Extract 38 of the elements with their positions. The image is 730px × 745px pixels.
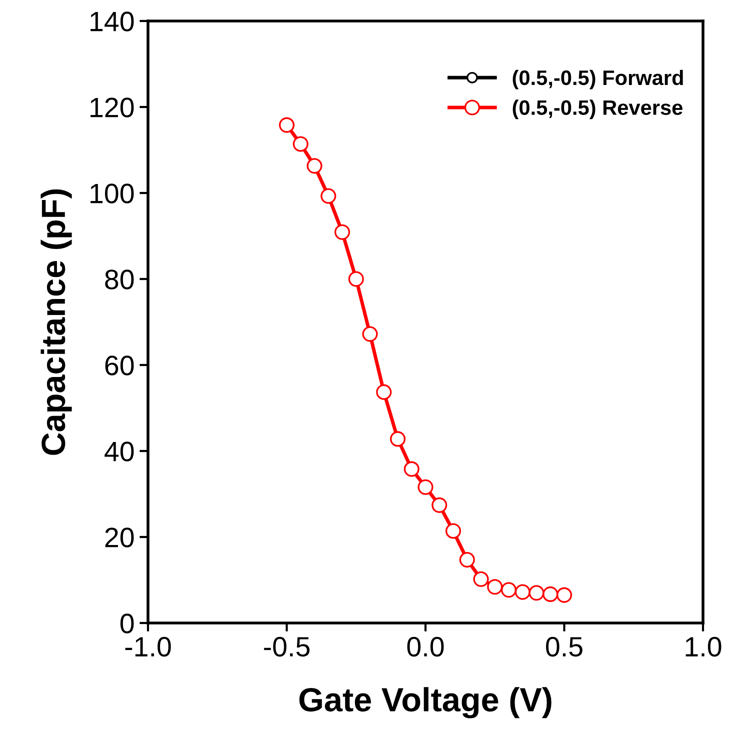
point: [528, 585, 544, 601]
point: [306, 158, 322, 174]
point: [334, 224, 350, 240]
point: [459, 552, 475, 568]
x-tick-label: -1.0: [125, 636, 171, 657]
y-tick-label: 120: [90, 98, 134, 118]
x-tick-label: 0.0: [407, 636, 444, 657]
y-tick-label: 40: [104, 442, 134, 462]
point: [432, 497, 448, 513]
point: [556, 587, 572, 603]
point: [418, 479, 434, 495]
legend-label: (0.5,-0.5) Reverse: [512, 100, 682, 120]
point: [292, 136, 308, 152]
x-tick-label: 1.0: [686, 636, 722, 657]
y-tick-label: 140: [90, 12, 134, 32]
point: [542, 586, 558, 602]
y-tick-label: 100: [90, 184, 134, 204]
y-tick-label: 80: [105, 270, 134, 290]
x-axis-title: Gate Voltage (V): [299, 687, 552, 718]
point: [473, 571, 489, 587]
point: [278, 117, 295, 133]
point: [348, 271, 364, 287]
point: [487, 579, 503, 595]
legend-label: (0.5,-0.5) Forward: [512, 70, 683, 90]
point: [376, 384, 392, 400]
y-tick-label: 20: [105, 528, 134, 548]
x-tick-label: 0.5: [546, 636, 582, 657]
y-tick-label: 60: [105, 356, 134, 376]
point: [445, 523, 462, 539]
point: [500, 582, 517, 598]
point: [390, 431, 406, 447]
y-axis-title: Capacitance (pF): [40, 189, 72, 455]
point: [320, 188, 336, 204]
point: [404, 461, 420, 477]
point: [514, 584, 530, 600]
point: [362, 326, 378, 342]
x-tick-label: -0.5: [264, 636, 310, 657]
y-tick-label: 0: [120, 614, 134, 634]
